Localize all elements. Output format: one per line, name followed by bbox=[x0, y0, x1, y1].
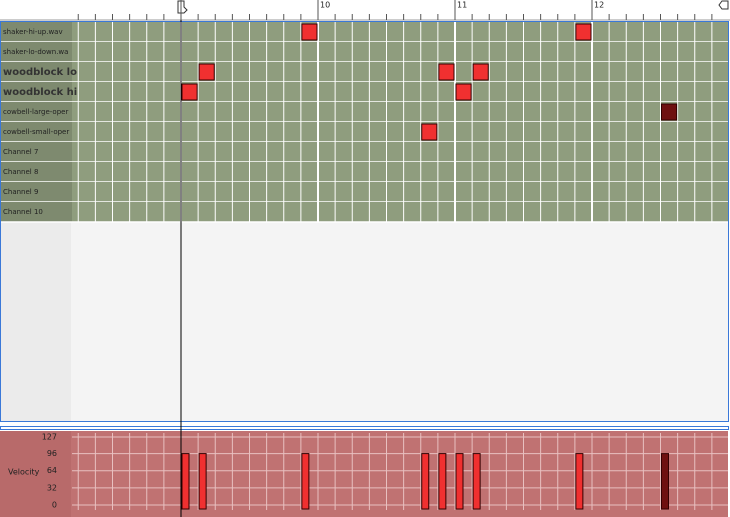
note bbox=[472, 63, 489, 81]
velocity-tick-label: 127 bbox=[42, 433, 57, 442]
ruler bbox=[0, 0, 730, 20]
channel-label-bg bbox=[1, 82, 72, 102]
left-locator[interactable] bbox=[177, 0, 188, 14]
channel-row bbox=[72, 162, 728, 182]
channel-label-bg bbox=[1, 122, 72, 142]
channel-label-bg bbox=[1, 102, 72, 122]
channel-label-bg bbox=[1, 42, 72, 62]
velocity-label-area bbox=[0, 431, 71, 517]
channel-label: cowbell-small-oper bbox=[3, 128, 69, 136]
channel-row bbox=[72, 122, 728, 142]
velocity-bar bbox=[455, 453, 464, 510]
label-column bbox=[1, 221, 71, 421]
note bbox=[438, 63, 455, 81]
channel-label: Channel 9 bbox=[3, 188, 38, 196]
velocity-bar bbox=[472, 453, 481, 510]
note bbox=[198, 63, 215, 81]
velocity-bar bbox=[661, 453, 669, 510]
channel-label: shaker-hi-up.wav bbox=[3, 28, 63, 36]
channel-label: shaker-lo-down.wa bbox=[3, 48, 68, 56]
velocity-bar bbox=[575, 453, 584, 510]
channel-label-bg bbox=[1, 182, 72, 202]
velocity-tick-label: 32 bbox=[47, 483, 57, 492]
channel-row bbox=[72, 82, 728, 102]
channel-label-bg bbox=[1, 162, 72, 182]
velocity-bar bbox=[421, 453, 430, 510]
note bbox=[421, 123, 438, 141]
velocity-tick-label: 0 bbox=[52, 501, 57, 510]
ruler-label: 12 bbox=[594, 1, 604, 10]
velocity-tick-label: 64 bbox=[47, 466, 57, 475]
velocity-bar bbox=[198, 453, 207, 510]
channel-row bbox=[72, 62, 728, 82]
velocity-bar bbox=[438, 453, 447, 510]
ruler-label: 10 bbox=[320, 1, 330, 10]
channel-label: woodblock hi bbox=[3, 87, 77, 98]
velocity-panel bbox=[0, 431, 728, 517]
channel-row bbox=[72, 102, 728, 122]
note bbox=[661, 103, 678, 121]
channel-row bbox=[72, 22, 728, 42]
splitter bbox=[0, 426, 729, 430]
channel-row bbox=[72, 202, 728, 222]
ruler-label: 11 bbox=[457, 1, 467, 10]
channel-label: Channel 10 bbox=[3, 208, 43, 216]
velocity-bar bbox=[301, 453, 310, 510]
right-locator[interactable] bbox=[718, 0, 729, 10]
note bbox=[181, 83, 198, 101]
channel-label: woodblock lo bbox=[3, 67, 77, 78]
channel-label-bg bbox=[1, 22, 72, 42]
channel-label: cowbell-large-oper bbox=[3, 108, 68, 116]
velocity-bar bbox=[181, 453, 190, 510]
velocity-label: Velocity bbox=[8, 468, 40, 477]
channel-row bbox=[72, 142, 728, 162]
channel-label-bg bbox=[1, 202, 72, 222]
channel-label: Channel 7 bbox=[3, 148, 38, 156]
channel-label-bg bbox=[1, 62, 72, 82]
channel-row bbox=[72, 182, 728, 202]
velocity-tick-label: 96 bbox=[47, 449, 57, 458]
channel-label-bg bbox=[1, 142, 72, 162]
channel-row bbox=[72, 42, 728, 62]
note bbox=[575, 23, 592, 41]
note bbox=[301, 23, 318, 41]
note bbox=[455, 83, 472, 101]
channel-label: Channel 8 bbox=[3, 168, 38, 176]
